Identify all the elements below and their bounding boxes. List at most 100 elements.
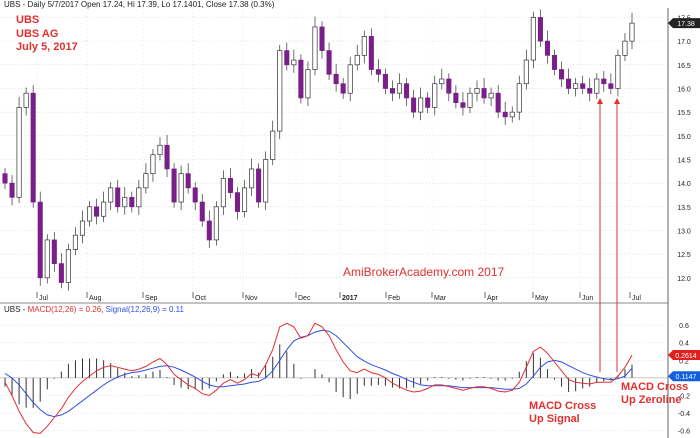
candle-body: [136, 187, 142, 208]
macd-legend-sep: ,: [101, 305, 106, 314]
candle-body: [79, 220, 86, 236]
candle-body: [16, 107, 22, 198]
candle-body: [115, 187, 121, 208]
candle: [495, 85, 501, 118]
price-y-tick: 14.0: [677, 181, 691, 188]
candle-body: [185, 173, 191, 189]
candle: [44, 234, 50, 284]
x-tick-label: Dec: [298, 295, 311, 302]
candle-body: [249, 168, 255, 189]
candle: [608, 73, 614, 95]
price-y-tick: 17.0: [677, 39, 691, 46]
candle: [51, 231, 57, 272]
candle: [622, 33, 628, 62]
candle: [234, 186, 241, 220]
candle: [108, 182, 114, 211]
candle: [312, 16, 318, 76]
candle-body: [178, 173, 184, 203]
candle: [206, 210, 212, 248]
candle-body: [227, 178, 233, 193]
candle: [326, 42, 332, 80]
candle: [220, 170, 226, 215]
candle: [122, 186, 128, 215]
candle: [411, 89, 417, 118]
arrow-signal-cross: [597, 98, 603, 372]
cross-signal-label-1: MACD Cross: [529, 400, 597, 412]
macd-legend-macd: MACD(12,26) = 0.26: [27, 305, 102, 314]
candle: [2, 167, 8, 189]
candle-body: [326, 50, 332, 75]
last-price-tag: 17.38: [668, 18, 700, 29]
candle-body: [587, 88, 593, 94]
candle-body: [44, 239, 50, 279]
candle-body: [382, 73, 388, 89]
arrow-signal-cross-head: [597, 98, 603, 104]
candle-body: [305, 69, 311, 99]
price-y-tick: 13.0: [677, 228, 691, 235]
candle-body: [425, 97, 431, 108]
candle-body: [354, 54, 360, 66]
candle-body: [594, 78, 600, 94]
candle: [396, 73, 403, 99]
candle: [241, 179, 248, 218]
candle: [502, 101, 508, 125]
candle: [509, 106, 515, 123]
candle: [354, 44, 360, 71]
candle: [418, 87, 424, 121]
candle: [65, 243, 71, 291]
candle: [615, 49, 621, 97]
candle: [319, 21, 325, 59]
candle: [453, 85, 459, 109]
candle: [58, 253, 64, 289]
candle-body: [530, 17, 536, 61]
candle: [129, 191, 135, 213]
cross-signal-label-2: Up Signal: [529, 413, 580, 425]
candle-body: [439, 78, 445, 85]
signal-value-tag: 0.1147: [668, 371, 700, 382]
candle: [72, 227, 78, 256]
candle: [136, 179, 142, 215]
candle: [573, 78, 579, 97]
candle: [347, 56, 353, 102]
candle-body: [375, 69, 381, 75]
price-y-tick: 12.5: [677, 252, 691, 259]
candle-body: [284, 50, 290, 66]
candle-body: [72, 234, 78, 250]
candle-body: [404, 83, 410, 99]
candle-body: [291, 59, 297, 66]
candle-body: [453, 92, 459, 104]
candle-body: [502, 111, 508, 118]
candle: [382, 68, 388, 95]
candle: [629, 12, 635, 50]
signal-value-tag-bg: [668, 371, 700, 382]
x-tick-label: Jul: [39, 295, 48, 302]
candle: [333, 63, 339, 92]
candle: [467, 87, 473, 114]
candle-body: [30, 92, 36, 203]
macd-y-tick: 0.6: [679, 323, 689, 330]
candle: [340, 78, 346, 99]
candle-body: [488, 92, 494, 99]
candle-body: [615, 54, 621, 89]
candle: [150, 149, 156, 182]
candle: [587, 78, 593, 102]
price-gridlines: [0, 8, 668, 292]
macd-legend: UBS - MACD(12,26) = 0.26, Signal(12,26,9…: [4, 305, 184, 314]
candle: [192, 182, 198, 211]
candle: [256, 163, 262, 208]
candle-body: [340, 83, 346, 94]
price-y-tick: 16.0: [677, 86, 691, 93]
x-tick-label: Feb: [388, 295, 400, 302]
candle: [79, 210, 86, 244]
candle-body: [164, 144, 170, 170]
macd-y-tick: 0.4: [679, 341, 689, 348]
value-tags: 17.38 0.2614 0.1147: [668, 18, 700, 382]
macd-legend-signal: Signal(12,26,9) = 0.11: [105, 305, 184, 314]
macd-value-tag-text: 0.2614: [675, 353, 697, 360]
candle: [559, 61, 565, 88]
candle: [37, 191, 43, 286]
candle-body: [474, 88, 480, 94]
candle-body: [241, 187, 248, 212]
candle: [115, 179, 121, 213]
candle-body: [608, 83, 614, 89]
